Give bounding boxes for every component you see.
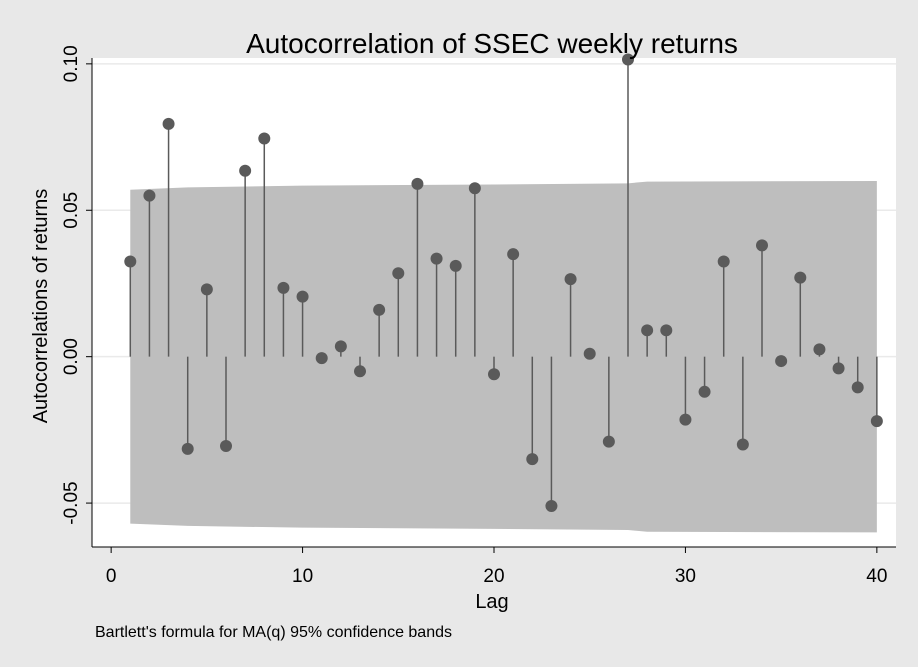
acf-point — [239, 164, 252, 177]
x-tick-label: 30 — [675, 566, 696, 587]
acf-point — [220, 439, 232, 452]
acf-point — [545, 500, 558, 513]
acf-point — [775, 355, 788, 368]
acf-point — [870, 415, 883, 428]
acf-point — [296, 290, 309, 303]
acf-point — [124, 255, 137, 268]
x-tick-label: 10 — [292, 566, 313, 587]
acf-point — [794, 271, 807, 284]
x-tick-label: 0 — [106, 566, 117, 587]
acf-point — [162, 117, 175, 130]
x-tick-label: 20 — [483, 566, 504, 587]
y-axis-label: Autocorrelations of returns — [30, 189, 52, 424]
y-tick-label: -0.05 — [61, 481, 82, 524]
acf-point — [200, 283, 213, 296]
acf-point — [679, 413, 692, 426]
acf-point — [373, 303, 386, 316]
acf-point — [717, 255, 730, 268]
acf-point — [813, 343, 826, 356]
acf-point — [507, 248, 520, 261]
acf-point — [564, 273, 577, 286]
acf-point — [698, 385, 711, 398]
acf-point — [334, 340, 347, 353]
acf-point — [143, 189, 156, 202]
acf-point — [832, 362, 845, 375]
acf-point — [851, 381, 864, 394]
chart-title: Autocorrelation of SSEC weekly returns — [246, 28, 738, 59]
x-tick-label: 40 — [866, 566, 887, 587]
y-ticks: -0.05 0.00 0.05 0.10 — [61, 45, 92, 525]
acf-point — [622, 53, 634, 66]
acf-point — [354, 365, 366, 378]
x-ticks: 0 10 20 30 40 — [106, 547, 887, 587]
acf-point — [660, 324, 673, 337]
acf-point — [258, 132, 271, 145]
acf-point — [277, 281, 290, 294]
markers — [124, 53, 883, 513]
y-tick-label: 0.05 — [61, 192, 82, 229]
acf-point — [430, 252, 443, 265]
confidence-band-note: Bartlett's formula for MA(q) 95% confide… — [95, 624, 452, 641]
acf-point — [526, 453, 539, 466]
acf-point — [583, 347, 596, 360]
acf-point — [411, 177, 424, 190]
confidence-band — [130, 180, 877, 533]
acf-point — [449, 259, 462, 272]
acf-point — [641, 324, 654, 337]
acf-point — [756, 239, 768, 252]
acf-point — [392, 267, 405, 280]
acf-point — [181, 442, 194, 455]
y-tick-label: 0.10 — [61, 45, 82, 82]
y-tick-label: 0.00 — [61, 338, 82, 375]
acf-point — [488, 368, 500, 381]
acf-point — [315, 352, 328, 365]
acf-point — [736, 438, 749, 451]
acf-point — [602, 435, 615, 448]
acf-point — [468, 182, 481, 195]
x-axis-label: Lag — [475, 591, 508, 613]
